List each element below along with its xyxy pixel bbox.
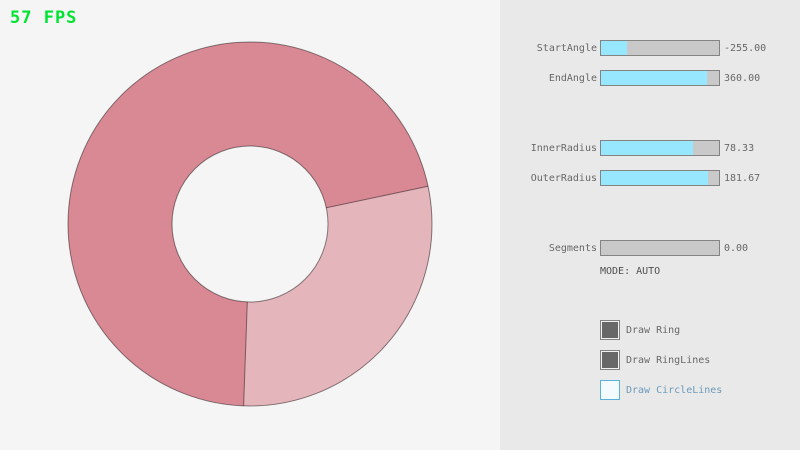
slider-row-endangle: EndAngle 360.00 (500, 70, 800, 86)
slider-fill-startangle (601, 41, 627, 55)
ring-end-line (243, 301, 248, 406)
slider-label-segments: Segments (548, 243, 597, 254)
slider-value-endangle: 360.00 (724, 73, 761, 84)
checkbox-draw-circlelines[interactable]: Draw CircleLines (600, 380, 800, 400)
checkbox-box-draw-ring[interactable] (600, 320, 620, 340)
slider-value-startangle: -255.00 (724, 43, 767, 54)
slider-label-startangle: StartAngle (536, 43, 597, 54)
checkbox-draw-ring[interactable]: Draw Ring (600, 320, 800, 340)
slider-fill-endangle (601, 71, 708, 85)
slider-track-startangle[interactable] (600, 40, 720, 56)
slider-label-outerradius: OuterRadius (530, 173, 597, 184)
ring-canvas (67, 41, 433, 407)
slider-row-segments: Segments 0.00 (500, 240, 800, 256)
checkbox-label-draw-ringlines: Draw RingLines (626, 355, 711, 366)
check-mark-icon (602, 352, 618, 368)
slider-track-innerradius[interactable] (600, 140, 720, 156)
slider-label-endangle: EndAngle (548, 73, 597, 84)
checkbox-label-draw-circlelines: Draw CircleLines (626, 385, 723, 396)
fps-counter: 57 FPS (10, 8, 78, 28)
slider-fill-outerradius (601, 171, 709, 185)
checkbox-box-draw-ringlines[interactable] (600, 350, 620, 370)
mode-label: MODE: AUTO (600, 266, 661, 277)
canvas-area: 57 FPS (10, 8, 433, 407)
slider-track-segments[interactable] (600, 240, 720, 256)
ring-inner-outline (171, 145, 329, 303)
slider-row-innerradius: InnerRadius 78.33 (500, 140, 800, 156)
slider-value-outerradius: 181.67 (724, 173, 761, 184)
slider-fill-innerradius (601, 141, 694, 155)
slider-row-startangle: StartAngle -255.00 (500, 40, 800, 56)
control-panel: StartAngle -255.00 EndAngle 360.00 Inner… (500, 0, 800, 450)
ring-start-line (326, 185, 429, 209)
checkbox-draw-ringlines[interactable]: Draw RingLines (600, 350, 800, 370)
checkbox-label-draw-ring: Draw Ring (626, 325, 681, 336)
ring-inner-hole (172, 146, 328, 302)
slider-track-outerradius[interactable] (600, 170, 720, 186)
slider-label-innerradius: InnerRadius (530, 143, 597, 154)
check-mark-icon (602, 322, 618, 338)
slider-row-outerradius: OuterRadius 181.67 (500, 170, 800, 186)
ring-outer-outline (67, 41, 433, 407)
slider-value-innerradius: 78.33 (724, 143, 755, 154)
checkbox-box-draw-circlelines[interactable] (600, 380, 620, 400)
slider-track-endangle[interactable] (600, 70, 720, 86)
slider-value-segments: 0.00 (724, 243, 749, 254)
